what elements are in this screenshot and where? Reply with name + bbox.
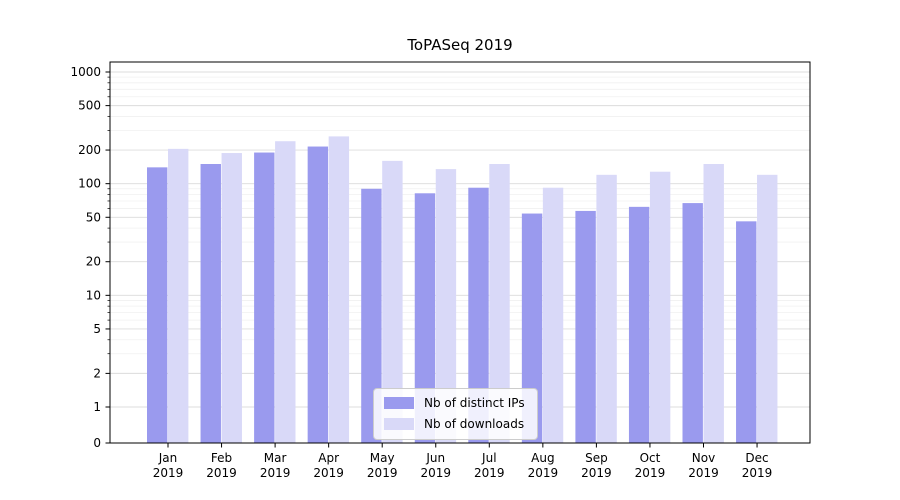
y-tick-label: 200 — [78, 143, 101, 157]
legend-swatch-downloads — [384, 418, 414, 430]
x-tick-label-month: Oct — [640, 451, 661, 465]
y-tick-label: 5 — [93, 322, 101, 336]
x-tick-label-year: 2019 — [742, 466, 773, 480]
legend-item-downloads: Nb of downloads — [384, 417, 525, 431]
x-tick-label-year: 2019 — [153, 466, 184, 480]
x-tick-label-year: 2019 — [260, 466, 291, 480]
bar-distinct-ips-mar — [254, 152, 275, 443]
bar-distinct-ips-apr — [307, 146, 329, 443]
x-tick-label-month: Aug — [531, 451, 554, 465]
y-tick-label: 100 — [78, 177, 101, 191]
bar-distinct-ips-sep — [575, 210, 596, 443]
bar-downloads-may — [382, 160, 403, 443]
x-tick-label-month: Jul — [481, 451, 496, 465]
y-tick-label: 20 — [86, 255, 101, 269]
x-tick-label-month: Jun — [425, 451, 445, 465]
y-tick-label: 1 — [93, 400, 101, 414]
bar-downloads-jan — [168, 148, 189, 443]
bar-distinct-ips-may — [361, 188, 382, 443]
bar-distinct-ips-dec — [736, 221, 757, 443]
bar-downloads-sep — [596, 174, 617, 443]
bar-downloads-nov — [703, 164, 724, 443]
legend-item-distinct-ips: Nb of distinct IPs — [384, 396, 525, 410]
bar-distinct-ips-nov — [682, 203, 703, 443]
x-tick-label-year: 2019 — [635, 466, 666, 480]
x-tick-label-year: 2019 — [688, 466, 719, 480]
x-tick-label-month: Apr — [318, 451, 339, 465]
x-tick-label-year: 2019 — [420, 466, 451, 480]
bar-downloads-feb — [221, 153, 242, 443]
x-tick-label-month: Nov — [692, 451, 715, 465]
x-tick-label-year: 2019 — [528, 466, 559, 480]
legend: Nb of distinct IPs Nb of downloads — [373, 388, 538, 440]
y-tick-label: 50 — [86, 210, 101, 224]
chart-title: ToPASeq 2019 — [407, 36, 513, 54]
x-tick-label-month: Feb — [211, 451, 232, 465]
legend-swatch-distinct-ips — [384, 397, 414, 409]
x-tick-label-year: 2019 — [367, 466, 398, 480]
x-tick-label-month: Jan — [158, 451, 178, 465]
x-tick-label-year: 2019 — [474, 466, 505, 480]
bar-distinct-ips-jun — [414, 193, 436, 443]
y-tick-label: 500 — [78, 99, 101, 113]
x-tick-label-month: Sep — [585, 451, 608, 465]
x-tick-label-month: Mar — [264, 451, 287, 465]
bar-downloads-dec — [757, 174, 778, 443]
bar-distinct-ips-oct — [628, 206, 650, 443]
x-tick-label-year: 2019 — [206, 466, 237, 480]
legend-label-downloads: Nb of downloads — [424, 417, 525, 431]
legend-label-distinct-ips: Nb of distinct IPs — [424, 396, 525, 410]
y-tick-label: 2 — [93, 366, 101, 380]
bar-distinct-ips-aug — [521, 213, 543, 443]
bar-downloads-jul — [489, 164, 510, 443]
bar-distinct-ips-feb — [200, 164, 221, 443]
x-tick-label-year: 2019 — [313, 466, 344, 480]
bar-downloads-oct — [649, 171, 671, 443]
bar-distinct-ips-jan — [147, 167, 168, 443]
x-tick-label-year: 2019 — [581, 466, 612, 480]
x-tick-label-month: May — [370, 451, 395, 465]
y-tick-label: 1000 — [70, 65, 101, 79]
bar-downloads-jun — [435, 169, 457, 443]
plot-border — [109, 61, 811, 444]
bar-downloads-mar — [275, 141, 296, 443]
bar-downloads-aug — [542, 187, 564, 443]
bar-distinct-ips-jul — [468, 187, 489, 443]
bar-downloads-apr — [328, 136, 350, 443]
y-tick-label: 0 — [93, 436, 101, 450]
y-tick-label: 10 — [86, 288, 101, 302]
x-tick-label-month: Dec — [745, 451, 768, 465]
